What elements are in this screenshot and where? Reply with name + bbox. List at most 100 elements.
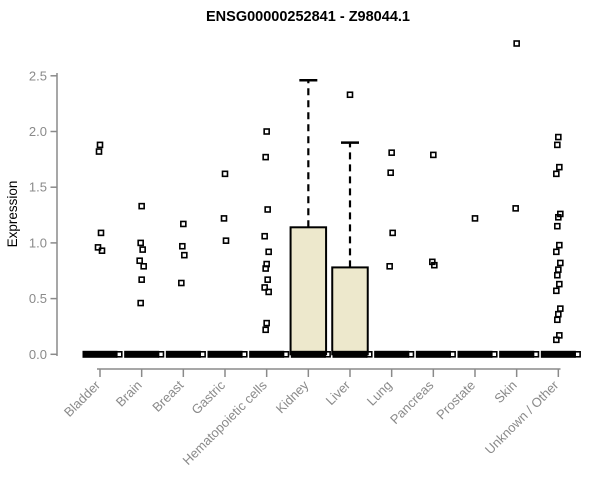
data-point: [94, 244, 102, 251]
box-group-pancreas: [415, 151, 456, 358]
data-point: [263, 319, 270, 327]
data-point: [261, 284, 268, 291]
data-point: [471, 215, 479, 222]
data-point: [387, 169, 394, 177]
data-point: [262, 326, 269, 334]
zero-point: [324, 350, 331, 358]
data-point: [221, 170, 229, 178]
box-group-brain: [124, 202, 165, 358]
median-line: [207, 350, 243, 358]
y-tick-label: 0.5: [29, 291, 47, 306]
data-point: [554, 271, 561, 279]
box-group-breast: [165, 220, 206, 358]
box-group-gastric: [207, 170, 248, 358]
zero-point: [199, 350, 206, 358]
x-tick-label-skin: Skin: [491, 378, 519, 406]
y-tick-label: 0.0: [29, 347, 47, 362]
data-point: [346, 91, 354, 99]
data-point: [261, 232, 268, 240]
data-point: [178, 279, 185, 287]
box-group-skin: [499, 40, 540, 358]
box-group-unknown-other: [540, 133, 581, 358]
data-point: [96, 141, 104, 149]
median-line: [499, 350, 535, 358]
data-point: [553, 170, 560, 178]
box-group-prostate: [457, 215, 498, 358]
zero-point: [116, 350, 123, 358]
zero-point: [449, 350, 456, 358]
data-point: [553, 336, 560, 344]
zero-point: [407, 350, 415, 358]
data-point: [220, 215, 228, 222]
data-point: [263, 128, 270, 135]
data-point: [265, 248, 272, 256]
x-tick-label-unknown-other: Unknown / Other: [482, 377, 562, 457]
data-point: [181, 251, 188, 259]
data-point: [555, 133, 562, 141]
median-line: [374, 350, 410, 358]
box-rect: [331, 266, 369, 356]
median-line: [332, 350, 368, 358]
data-point: [388, 149, 395, 156]
zero-point: [490, 350, 498, 358]
median-line: [165, 350, 201, 358]
x-tick-label-kidney: Kidney: [273, 377, 312, 416]
data-point: [554, 316, 561, 324]
data-point: [556, 280, 563, 288]
data-point: [554, 141, 561, 149]
box-group-kidney: [289, 79, 331, 358]
median-line: [415, 350, 451, 358]
box-rect: [289, 226, 328, 356]
data-point: [95, 148, 103, 155]
data-point: [222, 237, 230, 244]
data-point: [389, 229, 396, 237]
zero-point: [240, 350, 248, 358]
median-line: [124, 350, 160, 358]
zero-point: [282, 350, 290, 358]
data-point: [555, 310, 562, 318]
median-line: [249, 350, 285, 358]
x-tick-label-brain: Brain: [113, 378, 145, 410]
chart-title: ENSG00000252841 - Z98044.1: [206, 9, 410, 25]
data-point: [431, 261, 438, 269]
zero-point: [157, 350, 165, 358]
data-point: [180, 220, 187, 228]
plot-marks: [82, 40, 581, 358]
data-point: [265, 288, 272, 296]
x-tick-label-pancreas: Pancreas: [387, 377, 437, 427]
data-point: [553, 248, 560, 256]
x-tick-label-gastric: Gastric: [188, 377, 228, 417]
box-group-lung: [374, 149, 415, 358]
data-point: [557, 259, 564, 267]
data-point: [555, 213, 562, 221]
zero-point: [574, 350, 581, 358]
data-point: [137, 299, 144, 307]
x-tick-label-prostate: Prostate: [433, 378, 478, 423]
median-line: [82, 350, 118, 358]
data-point: [430, 151, 437, 159]
zero-point: [532, 350, 540, 358]
data-point: [512, 205, 519, 212]
x-tick-label-lung: Lung: [364, 378, 395, 409]
data-point: [97, 229, 105, 237]
data-point: [179, 242, 186, 250]
x-tick-label-breast: Breast: [149, 377, 186, 414]
data-point: [98, 247, 106, 254]
data-point: [140, 262, 147, 270]
median-line: [457, 350, 493, 358]
data-point: [557, 305, 564, 312]
y-tick-label: 2.0: [29, 124, 47, 139]
box-group-liver: [331, 91, 373, 358]
data-point: [138, 276, 145, 283]
data-point: [386, 262, 393, 270]
data-point: [137, 239, 144, 247]
data-point: [262, 153, 269, 161]
data-point: [262, 265, 269, 272]
data-point: [513, 40, 520, 47]
data-point: [139, 246, 146, 253]
data-point: [264, 276, 271, 283]
data-point: [556, 241, 563, 249]
data-point: [553, 287, 560, 295]
